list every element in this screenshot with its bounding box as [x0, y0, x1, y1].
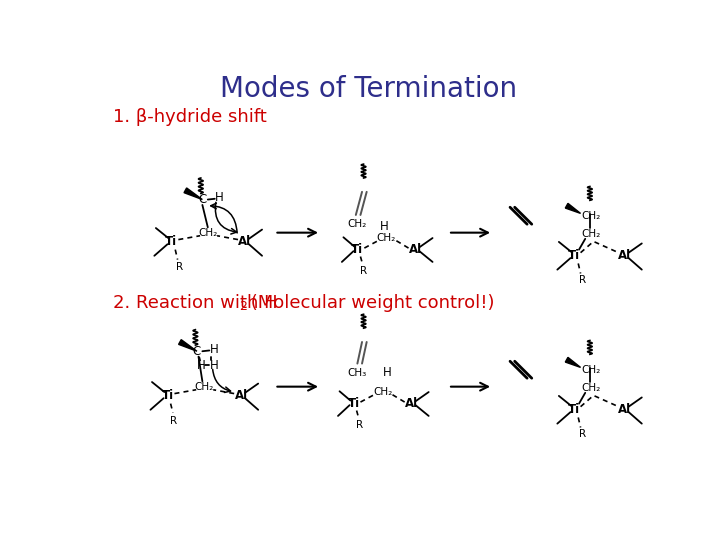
Text: Ti: Ti: [161, 389, 174, 402]
Polygon shape: [565, 357, 580, 367]
Text: (Molecular weight control!): (Molecular weight control!): [245, 294, 495, 313]
Text: 1. β-hydride shift: 1. β-hydride shift: [113, 108, 267, 126]
Text: 2. Reaction with H: 2. Reaction with H: [113, 294, 278, 313]
Text: CH₂: CH₂: [194, 382, 214, 392]
Text: CH₂: CH₂: [373, 387, 392, 397]
Text: R: R: [170, 416, 177, 426]
Text: R: R: [176, 261, 183, 272]
Text: C: C: [193, 345, 201, 357]
Text: Ti: Ti: [351, 243, 364, 256]
Text: H: H: [197, 359, 205, 372]
Text: R: R: [579, 275, 585, 286]
Text: Modes of Termination: Modes of Termination: [220, 76, 518, 104]
Text: CH₂: CH₂: [582, 211, 601, 221]
Text: Ti: Ti: [166, 235, 177, 248]
Text: CH₂: CH₂: [582, 364, 601, 375]
Text: 2: 2: [239, 300, 247, 313]
Text: CH₂: CH₂: [582, 383, 601, 393]
Text: Al: Al: [618, 403, 631, 416]
Text: R: R: [360, 266, 367, 276]
Text: H: H: [210, 343, 218, 356]
Text: R: R: [579, 429, 585, 440]
Text: R: R: [356, 420, 364, 430]
Text: Al: Al: [235, 389, 248, 402]
Text: Al: Al: [238, 235, 251, 248]
Text: Al: Al: [409, 243, 422, 256]
Polygon shape: [184, 188, 202, 200]
Polygon shape: [179, 340, 197, 351]
Polygon shape: [565, 204, 580, 213]
Text: CH₂: CH₂: [348, 219, 367, 229]
Text: CH₂: CH₂: [198, 228, 217, 238]
Text: Al: Al: [405, 397, 418, 410]
Text: Ti: Ti: [348, 397, 359, 410]
Text: H: H: [215, 191, 224, 204]
Text: H: H: [380, 220, 389, 233]
Text: H: H: [382, 366, 391, 379]
Text: CH₂: CH₂: [582, 229, 601, 239]
Text: C: C: [198, 193, 207, 206]
Text: H: H: [210, 359, 218, 372]
Text: Ti: Ti: [568, 403, 580, 416]
Text: CH₂: CH₂: [377, 233, 396, 243]
Text: Al: Al: [618, 249, 631, 262]
Text: CH₃: CH₃: [348, 368, 367, 378]
Text: Ti: Ti: [568, 249, 580, 262]
